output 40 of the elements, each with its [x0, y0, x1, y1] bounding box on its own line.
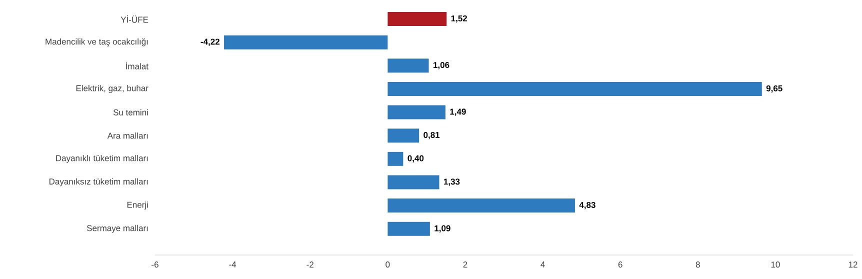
x-tick-label: 4 [540, 262, 545, 268]
data-label: 1,52 [451, 15, 468, 23]
data-label: 0,40 [408, 155, 424, 163]
y-tick-label: İmalat [126, 62, 148, 70]
bar [388, 198, 575, 213]
data-label: 0,81 [424, 132, 440, 140]
bar [388, 128, 420, 143]
y-tick-label: Ara malları [107, 132, 148, 139]
x-tick-label: -6 [152, 262, 158, 268]
bar [388, 58, 429, 73]
x-tick-label: -2 [306, 262, 314, 268]
bar [388, 222, 430, 236]
y-tick-label: Elektrik, gaz, buhar [76, 84, 148, 93]
x-tick-label: 6 [618, 262, 622, 268]
y-tick-label: Sermaye malları [86, 224, 148, 233]
bar [388, 82, 762, 96]
data-label: 1,33 [444, 178, 460, 186]
y-tick-label: Enerji [127, 202, 148, 210]
bar [224, 35, 388, 50]
x-tick-label: 8 [696, 262, 700, 268]
bar [388, 152, 404, 166]
y-tick-label: Yİ-ÜFE [120, 15, 148, 23]
y-tick-label: Dayanıklı tüketim malları [56, 154, 148, 163]
data-label: 1,09 [434, 225, 450, 233]
y-tick-label: Su temini [113, 109, 148, 116]
bar [388, 175, 440, 190]
bar [388, 105, 446, 120]
x-tick-label: 0 [386, 262, 390, 268]
x-tick-label: 2 [463, 262, 468, 268]
x-tick-label: 12 [848, 262, 858, 268]
data-label: 1,06 [434, 62, 450, 70]
y-tick-label: Dayanıksız tüketim malları [49, 178, 148, 186]
data-label: -4,22 [200, 38, 220, 46]
bar [388, 12, 447, 26]
x-tick-label: -4 [229, 262, 236, 268]
x-tick-label: 10 [771, 262, 780, 268]
data-label: 9,65 [766, 85, 782, 93]
y-tick-label: Madencilik ve taş ocakcılığı [46, 38, 148, 46]
data-label: 4,83 [579, 202, 596, 210]
data-label: 1,49 [450, 108, 466, 116]
